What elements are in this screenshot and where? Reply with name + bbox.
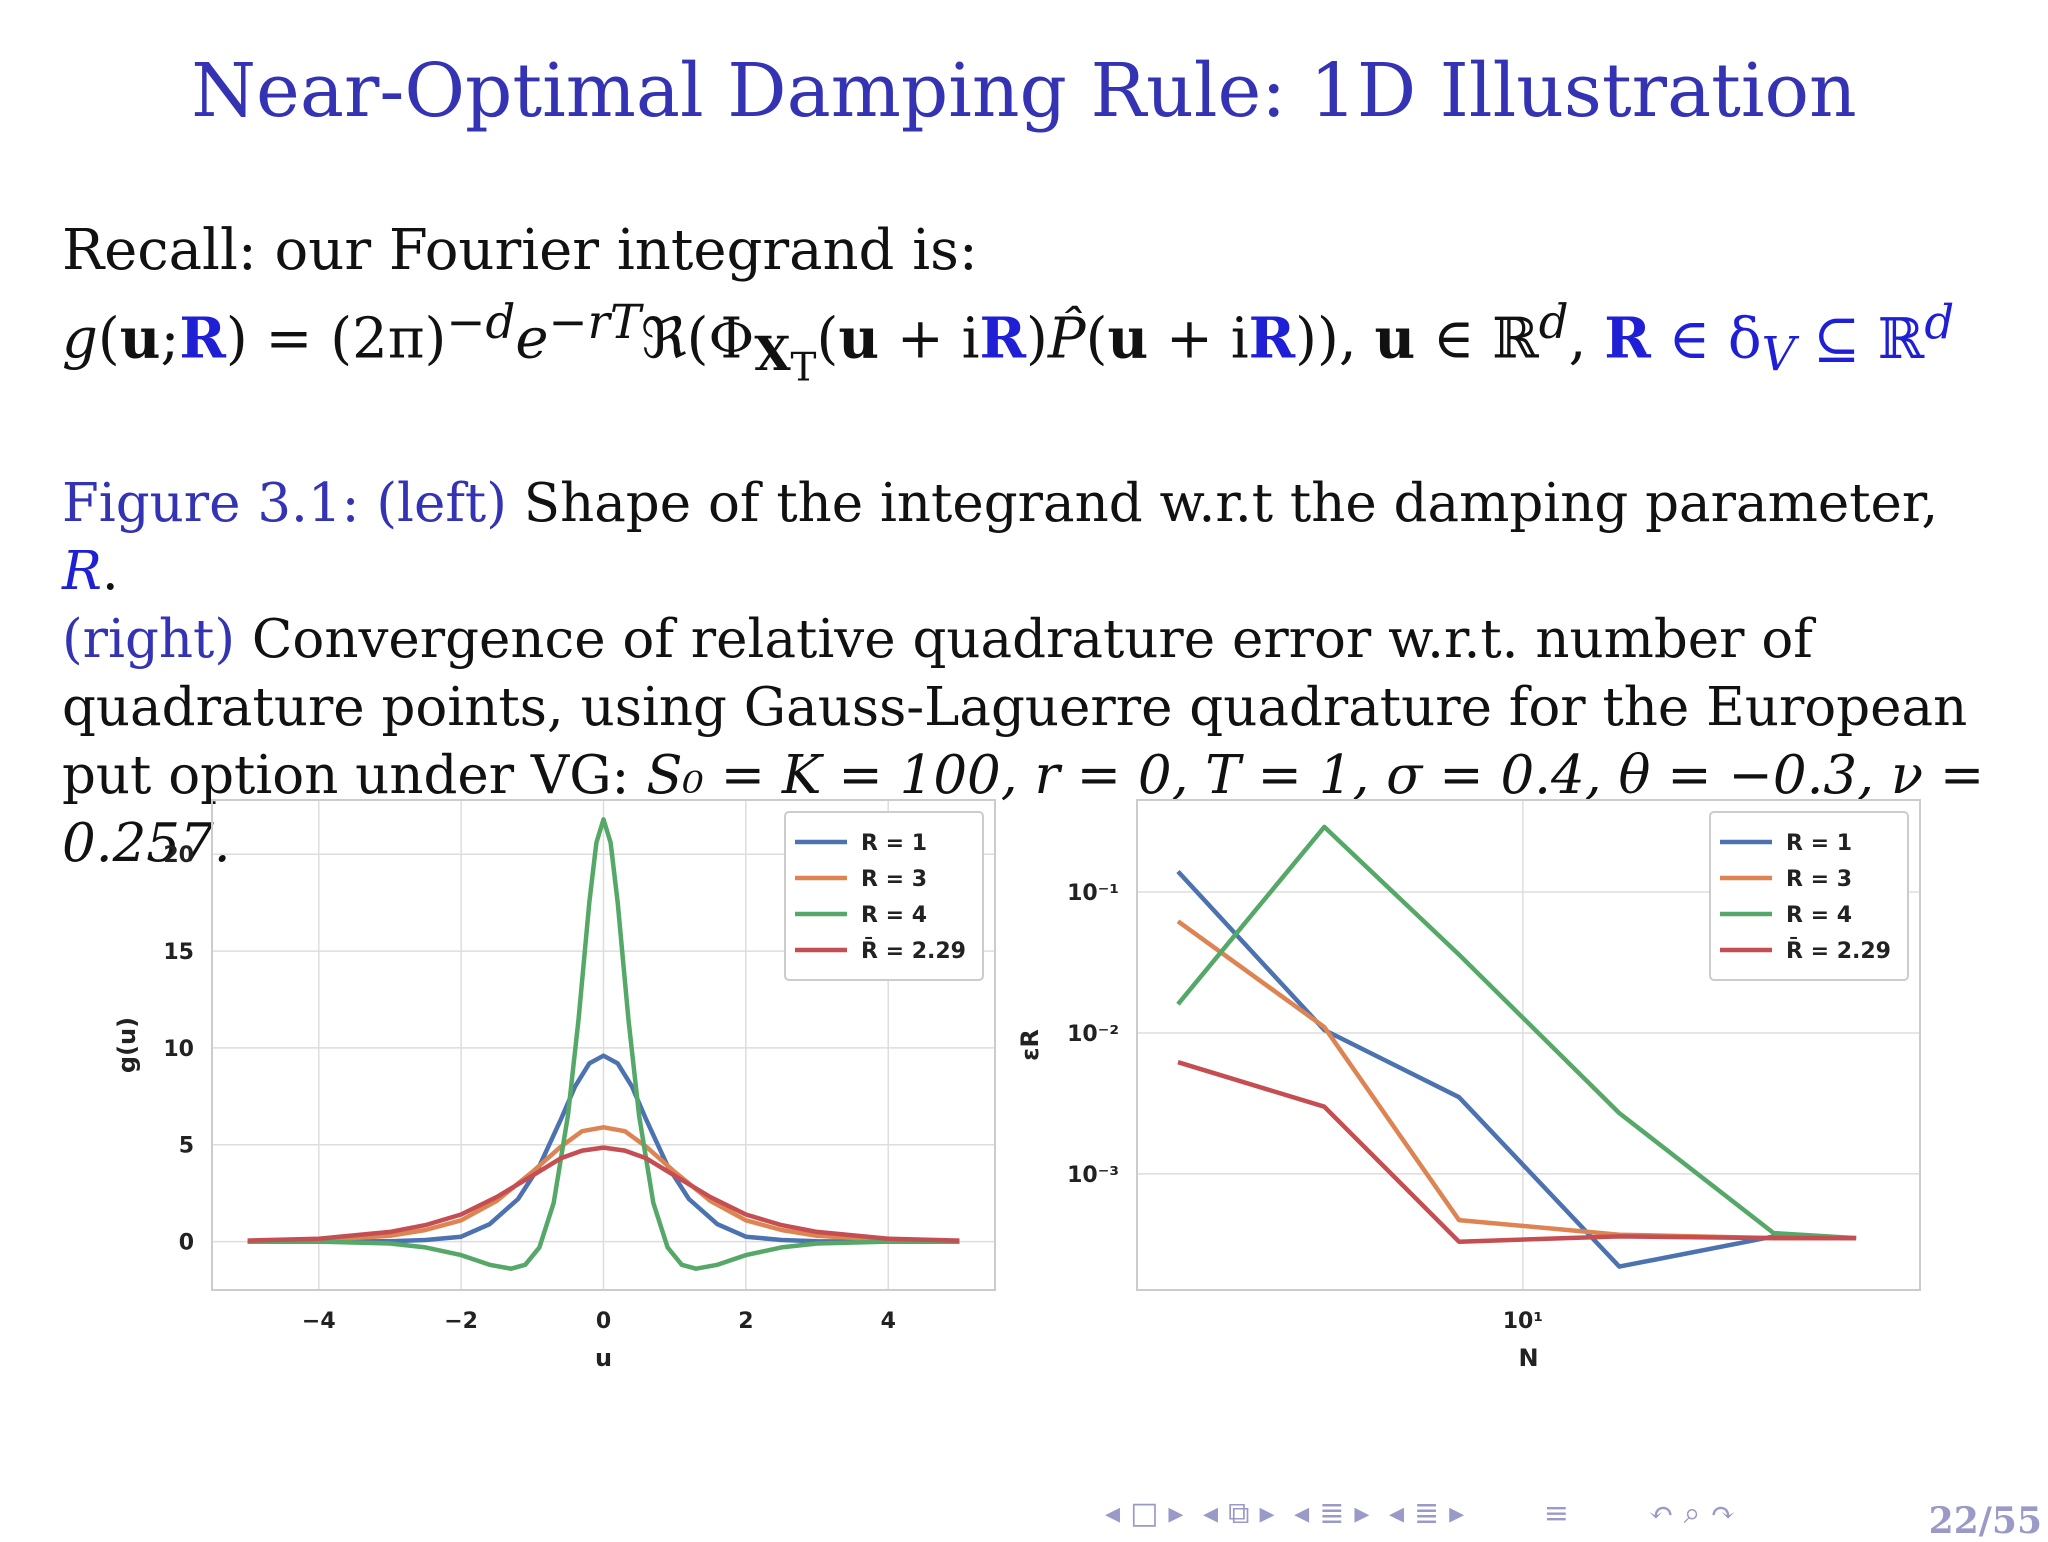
legend-label: R = 1 (1786, 831, 1852, 856)
align-icon[interactable]: ≡ (1543, 1496, 1569, 1531)
series-line-1 (247, 1125, 960, 1244)
x-tick-label: 0 (596, 1309, 611, 1334)
y-tick-label: 10 (163, 1037, 194, 1062)
integrand-shape-chart: −4 −2 0 2 4 0 5 10 15 20 u g(u) R = 1 R = 3 R = 4 R̄ = … (113, 799, 996, 1372)
caption-label-left: Figure 3.1: (left) (62, 473, 507, 534)
series-line-2 (247, 817, 960, 1271)
subsection-icon[interactable]: ⧉ (1228, 1496, 1250, 1531)
caption-params: S₀ = K = 100, r = 0, T = 1, σ = 0.4, θ =… (62, 745, 1985, 874)
quadrature-error-chart: 10¹ 10⁻¹ 10⁻² 10⁻³ NεR R = 1 R = 3 R = 4 R̄ = 2.… (1016, 799, 1921, 1372)
beamer-navigation[interactable]: ◂ □ ▸ ◂ ⧉ ▸ ◂ ≣ ▸ ◂ ≣ ▸ ≡ ↶ ⌕ ↷ (1105, 1496, 2045, 1531)
y-axis-label: εR (1016, 1029, 1044, 1061)
nav-right-icon[interactable]: ▸ (1354, 1496, 1370, 1531)
legend-label: R = 4 (861, 903, 927, 928)
nav-left-icon[interactable]: ◂ (1294, 1496, 1310, 1531)
recall-text: Recall: our Fourier integrand is: (62, 218, 978, 283)
nav-right-icon[interactable]: ▸ (1449, 1496, 1465, 1531)
legend-box (1709, 811, 1909, 981)
y-tick-label: 10⁻³ (1067, 1163, 1119, 1188)
y-tick-label: 20 (163, 843, 194, 868)
nav-left-icon[interactable]: ◂ (1388, 1496, 1404, 1531)
frame-icon[interactable]: □ (1130, 1496, 1159, 1531)
series-line-2 (1176, 824, 1857, 1241)
figure-caption: Figure 3.1: (left) Shape of the integran… (62, 473, 1985, 874)
series-line-3 (247, 1145, 960, 1243)
x-axis-label: u (595, 1344, 612, 1372)
section-icon[interactable]: ≣ (1319, 1496, 1345, 1531)
legend-label: R = 4 (1786, 903, 1852, 928)
series-line-3 (1177, 1060, 1857, 1244)
legend-label: R = 3 (861, 867, 927, 892)
slide-title: Near-Optimal Damping Rule: 1D Illustrati… (191, 48, 1857, 134)
nav-left-icon[interactable]: ◂ (1203, 1496, 1219, 1531)
legend-box (784, 811, 984, 981)
legend-label: R = 1 (861, 831, 927, 856)
plot-frame (1136, 799, 1921, 1291)
nav-right-icon[interactable]: ▸ (1259, 1496, 1275, 1531)
y-tick-label: 10⁻¹ (1067, 881, 1119, 906)
x-tick-label: −4 (302, 1309, 336, 1334)
y-tick-label: 10⁻² (1067, 1022, 1119, 1047)
x-axis-label: N (1518, 1344, 1538, 1372)
nav-left-icon[interactable]: ◂ (1105, 1496, 1121, 1531)
caption-text-2: Convergence of relative quadrature error… (62, 609, 1968, 806)
page-number: 22/55 (1928, 1500, 2042, 1542)
search-icon[interactable]: ⌕ (1683, 1496, 1701, 1531)
y-axis-label: g(u) (113, 1017, 141, 1073)
doc-icon[interactable]: ≣ (1414, 1496, 1440, 1531)
y-tick-label: 5 (179, 1134, 194, 1159)
legend-label: R̄ = 2.29 (861, 938, 966, 964)
caption-R: R (62, 541, 102, 602)
x-tick-label: 4 (881, 1309, 896, 1334)
x-tick-label: 2 (738, 1309, 753, 1334)
series-line-0 (247, 1053, 960, 1244)
legend-label: R̄ = 2.29 (1786, 938, 1891, 964)
plot-frame (211, 799, 996, 1291)
x-tick-label: −2 (444, 1309, 478, 1334)
redo-icon[interactable]: ↷ (1710, 1496, 1736, 1531)
y-tick-label: 0 (179, 1231, 194, 1256)
undo-icon[interactable]: ↶ (1648, 1496, 1674, 1531)
caption-text-1: Shape of the integrand w.r.t the damping… (506, 473, 1939, 534)
y-tick-label: 15 (163, 940, 194, 965)
legend-label: R = 3 (1786, 867, 1852, 892)
x-tick-label: 10¹ (1503, 1309, 1543, 1334)
integrand-formula: g(u;R) = (2π)−de−rTℜ(ΦXT(u + iR)P̂(u + i… (62, 296, 1955, 391)
caption-label-right: (right) (62, 609, 236, 670)
nav-right-icon[interactable]: ▸ (1168, 1496, 1184, 1531)
